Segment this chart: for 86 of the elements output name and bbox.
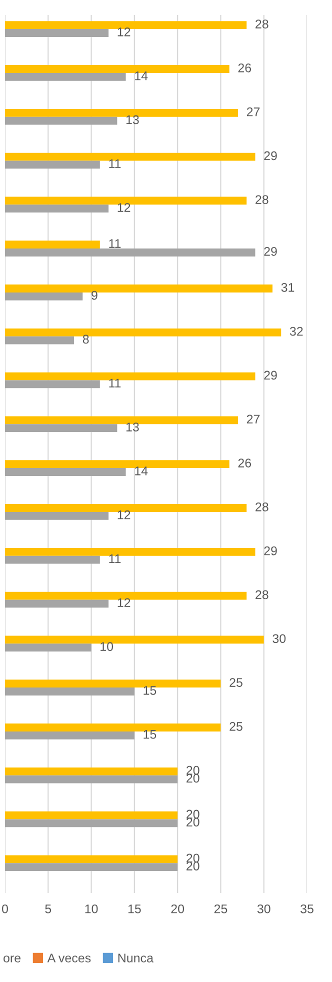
bar: [5, 196, 247, 205]
bar: [5, 548, 256, 556]
bar: [5, 863, 178, 872]
data-label: 29: [264, 247, 277, 256]
bar: [5, 21, 247, 30]
bar: [5, 108, 238, 117]
bar: [5, 680, 221, 688]
x-tick-label: 25: [214, 904, 228, 914]
bar: [5, 724, 221, 732]
bar: [5, 592, 247, 600]
bar: [5, 380, 100, 388]
bar: [5, 811, 178, 820]
data-label: 30: [272, 634, 286, 644]
bar: [5, 460, 230, 468]
data-label: 26: [238, 64, 252, 72]
bar: [5, 240, 100, 249]
x-tick-label: 5: [45, 904, 52, 914]
bar: [5, 328, 282, 336]
bar: [5, 248, 256, 256]
bar: [5, 775, 178, 784]
data-label: 25: [230, 722, 242, 731]
data-label: 12: [118, 28, 130, 36]
bar: [5, 65, 230, 73]
bar: [5, 504, 247, 512]
data-label: 11: [109, 239, 121, 248]
data-label: 28: [256, 20, 268, 28]
bar: [5, 336, 74, 344]
data-label: 27: [246, 107, 260, 116]
bar: [5, 688, 134, 696]
data-label: 9: [92, 290, 98, 300]
bar: [5, 424, 118, 432]
data-label: 12: [118, 510, 130, 520]
data-label: 14: [135, 72, 148, 80]
x-tick-label: 20: [171, 904, 184, 914]
bar: [5, 636, 264, 644]
bar: [5, 556, 100, 564]
data-label: 31: [281, 283, 294, 292]
data-label: 15: [144, 686, 156, 695]
data-label: 10: [100, 642, 114, 651]
data-label: 8: [82, 334, 89, 344]
data-label: 15: [144, 730, 156, 739]
data-label: 28: [256, 195, 268, 204]
bar: [5, 416, 238, 424]
data-label: 27: [246, 414, 260, 424]
x-tick-label: 0: [2, 904, 8, 914]
data-label: 12: [118, 203, 130, 212]
bar: [5, 160, 100, 169]
data-label: 20: [186, 862, 200, 870]
data-label: 11: [109, 554, 121, 564]
data-label: 28: [256, 502, 268, 512]
bar: [5, 644, 92, 652]
bar: [5, 204, 109, 213]
data-label: 11: [109, 159, 121, 168]
data-label: 13: [126, 422, 139, 432]
data-label: 13: [126, 115, 139, 124]
bar: [5, 372, 256, 380]
bar: [5, 819, 178, 828]
legend-label: A veces: [47, 954, 91, 962]
bar: [5, 284, 272, 292]
data-label: 28: [256, 590, 268, 600]
bar: [5, 600, 109, 608]
data-label: 29: [264, 370, 277, 380]
x-tick-label: 35: [300, 904, 314, 914]
data-label: 29: [264, 546, 277, 556]
text: ore: [4, 956, 21, 962]
bar: [5, 468, 126, 476]
x-tick-label: 10: [85, 904, 98, 914]
x-tick-label: 30: [257, 904, 270, 914]
bar: [5, 512, 109, 520]
bar: [5, 29, 109, 37]
bar: [5, 767, 178, 776]
legend-label: Nunca: [118, 954, 154, 962]
data-label: 29: [264, 151, 277, 160]
bar: [5, 72, 126, 81]
x-tick-label: 15: [128, 904, 141, 914]
bar: [5, 152, 256, 161]
data-label: 25: [230, 678, 242, 687]
data-label: 12: [118, 598, 130, 607]
bar: [5, 116, 118, 125]
bar: [5, 731, 134, 740]
data-label: 14: [135, 466, 148, 476]
data-label: 11: [109, 378, 121, 388]
data-label: 26: [238, 458, 252, 468]
bar: [5, 292, 83, 300]
bar: [5, 855, 178, 864]
data-label: 32: [290, 326, 303, 336]
